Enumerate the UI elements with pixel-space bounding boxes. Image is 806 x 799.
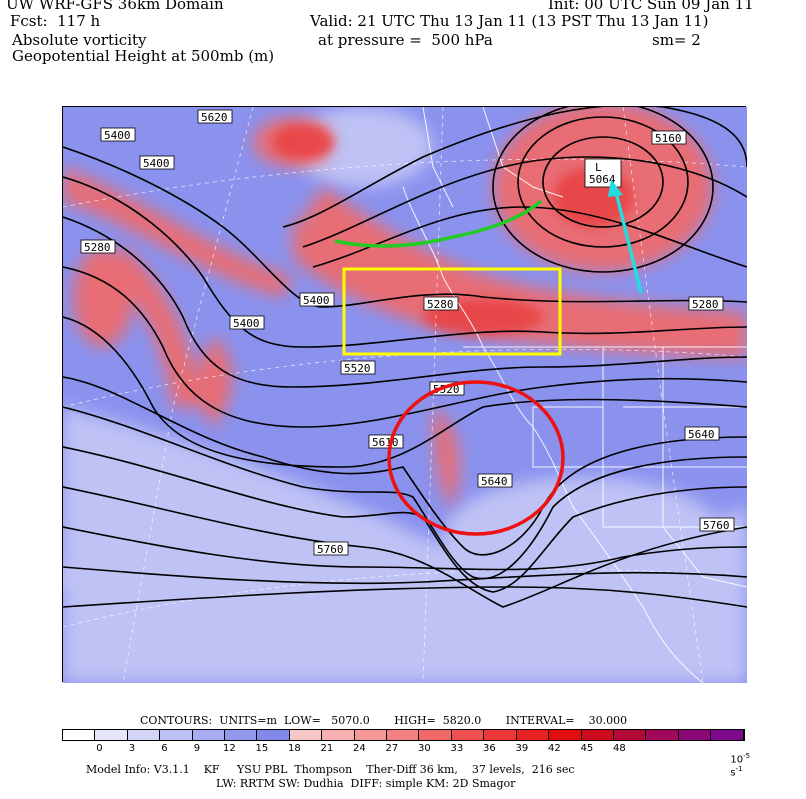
contour-label: 5760: [313, 541, 349, 556]
colorbar-tick-label: 21: [320, 743, 334, 754]
colorbar-swatch: [451, 730, 485, 740]
colorbar-swatch: [419, 730, 452, 740]
contour-label: 5400: [229, 315, 265, 330]
colorbar-tick-label: 42: [548, 743, 561, 754]
height-contours: [63, 107, 747, 608]
annotation-red-circle: [387, 380, 565, 536]
colorbar-tick-label: 30: [418, 743, 431, 754]
colorbar-swatch: [289, 730, 323, 740]
colorbar-swatch: [581, 730, 614, 740]
contour-label: 5400: [100, 127, 136, 142]
colorbar-tick-label: 12: [223, 743, 236, 754]
svg-text:5280: 5280: [427, 298, 454, 311]
svg-text:5620: 5620: [201, 111, 228, 124]
model-info-line1: Model Info: V3.1.1 KF YSU PBL Thompson T…: [86, 763, 575, 776]
colorbar-swatch: [354, 730, 388, 740]
colorbar-swatch: [613, 730, 647, 740]
model-title: UW WRF-GFS 36km Domain: [6, 0, 224, 13]
colorbar-tick-label: 36: [483, 743, 496, 754]
svg-text:5400: 5400: [233, 317, 260, 330]
svg-text:5520: 5520: [344, 362, 371, 375]
colorbar-tick-label: 0: [96, 743, 103, 754]
vorticity-light-areas: [63, 107, 747, 683]
svg-text:5640: 5640: [688, 428, 715, 441]
valid-time: Valid: 21 UTC Thu 13 Jan 11 (13 PST Thu …: [310, 12, 709, 30]
colorbar-swatch: [63, 730, 96, 740]
forecast-hour: Fcst: 117 h: [10, 12, 101, 30]
svg-text:5400: 5400: [104, 129, 131, 142]
model-info-line2: LW: RRTM SW: Dudhia DIFF: simple KM: 2D …: [216, 777, 516, 790]
svg-text:5280: 5280: [84, 241, 111, 254]
colorbar-swatch: [127, 730, 161, 740]
colorbar-tick-label: 45: [580, 743, 594, 754]
map-canvas: 5620 5400 5400 5280 5400 5400 5280 5520 …: [63, 107, 747, 683]
svg-text:5160: 5160: [655, 132, 682, 145]
contour-label: 5760: [699, 517, 735, 532]
colorbar-swatch: [646, 730, 679, 740]
colorbar-tick-label: 24: [353, 743, 366, 754]
svg-text:5760: 5760: [703, 519, 730, 532]
annotation-yellow-box: [342, 267, 562, 356]
svg-text:5760: 5760: [317, 543, 344, 556]
colorbar-swatch: [711, 730, 744, 740]
colorbar-swatch: [225, 730, 258, 740]
contour-label: 5280: [688, 296, 724, 311]
colorbar-swatch: [678, 730, 712, 740]
colorbar-tick-label: 18: [288, 743, 301, 754]
colorbar-swatch: [160, 730, 193, 740]
political-boundaries: [402, 107, 747, 683]
colorbar-swatch: [549, 730, 582, 740]
annotation-cyan-arrow: [608, 179, 643, 294]
colorbar-tick-label: 27: [385, 743, 399, 754]
svg-text:5064: 5064: [589, 173, 616, 186]
colorbar-swatch: [484, 730, 517, 740]
colorbar-tick-label: 3: [128, 743, 136, 754]
field-name-vorticity: Absolute vorticity: [12, 31, 147, 49]
contour-label: 5280: [80, 239, 116, 254]
svg-text:5400: 5400: [303, 294, 330, 307]
weather-map: 5620 5400 5400 5280 5400 5400 5280 5520 …: [62, 106, 747, 683]
annotation-green-line: [334, 199, 543, 248]
contour-label: 5400: [299, 292, 335, 307]
colorbar-swatch: [516, 730, 550, 740]
colorbar-tick-label: 39: [515, 743, 529, 754]
colorbar-tick-label: 9: [193, 743, 201, 754]
smoothing-value: sm= 2: [652, 31, 701, 49]
svg-text:L: L: [595, 161, 602, 174]
contour-info: CONTOURS: UNITS=m LOW= 5070.0 HIGH= 5820…: [140, 714, 628, 727]
field-name-height: Geopotential Height at 500mb (m): [12, 47, 275, 65]
contour-label: 5400: [139, 155, 175, 170]
pressure-level: at pressure = 500 hPa: [318, 31, 493, 49]
contour-label: 5640: [684, 426, 720, 441]
colorbar-swatch: [257, 730, 290, 740]
colorbar-swatch: [322, 730, 355, 740]
colorbar: [62, 729, 745, 741]
colorbar-tick-label: 6: [161, 743, 168, 754]
contour-label: 5610: [368, 434, 404, 449]
svg-text:5400: 5400: [143, 157, 170, 170]
colorbar-tick-label: 33: [450, 743, 464, 754]
svg-text:5610: 5610: [372, 436, 399, 449]
contour-label: 5160: [651, 130, 687, 145]
svg-text:5280: 5280: [692, 298, 719, 311]
contour-label: 5520: [340, 360, 376, 375]
contour-label: 5620: [197, 109, 233, 124]
colorbar-units: 10-5 s-1: [730, 752, 751, 779]
colorbar-swatch: [95, 730, 128, 740]
contour-label: 5640: [477, 473, 513, 488]
svg-text:5640: 5640: [481, 475, 508, 488]
colorbar-swatch: [192, 730, 226, 740]
colorbar-tick-label: 48: [613, 743, 626, 754]
colorbar-tick-label: 15: [255, 743, 269, 754]
colorbar-swatch: [387, 730, 420, 740]
init-time: Init: 00 UTC Sun 09 Jan 11: [548, 0, 754, 13]
contour-label: 5280: [423, 296, 459, 311]
colorbar-ticks: 0 3 6 9 12 15 18 21 24 27 30 33 36 39 42 45 48: [62, 743, 762, 755]
